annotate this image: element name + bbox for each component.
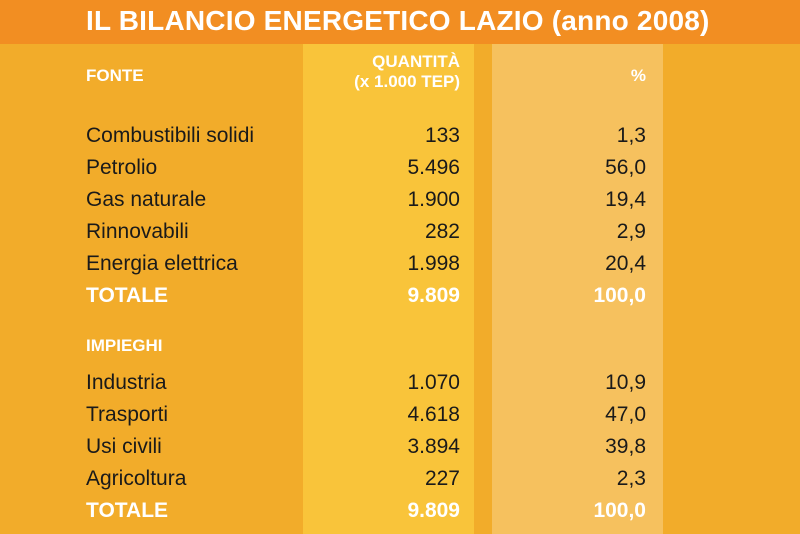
row-quantity: 3.894	[407, 435, 460, 458]
row-quantity: 1.900	[407, 188, 460, 211]
row-percent: 47,0	[605, 403, 646, 426]
row-percent: 2,9	[616, 220, 646, 243]
total-percent: 100,0	[593, 284, 646, 307]
row-percent: 2,3	[616, 467, 646, 490]
header-quantita-line1: QUANTITÀ	[372, 52, 460, 71]
header-quantita-line2: (x 1.000 TEP)	[354, 72, 460, 91]
row-percent: 56,0	[605, 156, 646, 179]
row-quantity: 1.998	[407, 252, 460, 275]
header-impieghi: IMPIEGHI	[86, 336, 163, 355]
row-quantity: 1.070	[407, 371, 460, 394]
row-percent: 19,4	[605, 188, 646, 211]
page-title: IL BILANCIO ENERGETICO LAZIO (anno 2008)	[86, 5, 710, 36]
row-label: Agricoltura	[86, 467, 187, 490]
quantity-column-band	[303, 44, 474, 534]
row-quantity: 227	[424, 467, 460, 490]
total-quantity: 9.809	[407, 499, 460, 522]
row-label: Industria	[86, 371, 167, 394]
row-label: Petrolio	[86, 156, 158, 179]
title-bar: IL BILANCIO ENERGETICO LAZIO (anno 2008)	[0, 0, 800, 44]
total-label: TOTALE	[86, 499, 169, 522]
total-percent: 100,0	[593, 499, 646, 522]
total-label: TOTALE	[86, 284, 169, 307]
row-quantity: 4.618	[407, 403, 460, 426]
row-label: Rinnovabili	[86, 220, 189, 243]
row-quantity: 282	[424, 220, 460, 243]
header-fonte: FONTE	[86, 66, 144, 85]
header-percent: %	[630, 66, 646, 85]
row-percent: 20,4	[605, 252, 646, 275]
row-percent: 1,3	[616, 124, 646, 147]
row-quantity: 5.496	[407, 156, 460, 179]
percent-column-band	[492, 44, 663, 534]
row-quantity: 133	[424, 124, 460, 147]
total-quantity: 9.809	[407, 284, 460, 307]
row-label: Combustibili solidi	[86, 124, 255, 147]
row-label: Trasporti	[86, 403, 169, 426]
row-label: Usi civili	[86, 435, 162, 458]
row-label: Gas naturale	[86, 188, 207, 211]
header-quantita: QUANTITÀ (x 1.000 TEP)	[354, 52, 460, 92]
row-percent: 39,8	[605, 435, 646, 458]
row-label: Energia elettrica	[86, 252, 238, 275]
row-percent: 10,9	[605, 371, 646, 394]
